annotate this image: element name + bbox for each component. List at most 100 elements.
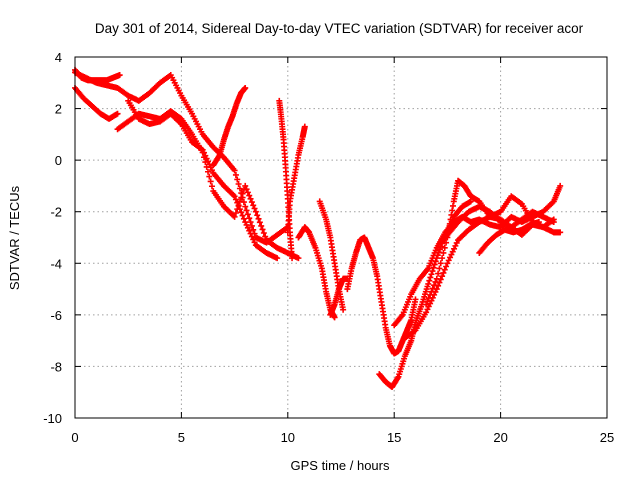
data-point — [234, 199, 241, 206]
data-point — [114, 110, 121, 117]
data-point — [425, 295, 432, 302]
data-point — [116, 72, 123, 79]
y-tick-label: -2 — [50, 205, 62, 220]
data-point — [557, 229, 564, 236]
data-point — [231, 167, 238, 174]
grid — [75, 57, 607, 418]
data-point — [238, 209, 245, 216]
data-point — [412, 296, 419, 303]
x-tick-label: 20 — [493, 430, 507, 445]
y-tick-label: -4 — [50, 256, 62, 271]
data-point — [244, 211, 251, 218]
y-tick-label: 2 — [55, 102, 62, 117]
data-point — [439, 255, 446, 262]
data-point — [235, 202, 242, 209]
data-point — [441, 244, 448, 251]
data-point — [239, 212, 246, 219]
data-point — [467, 198, 474, 205]
data-point — [232, 210, 239, 217]
data-point — [250, 202, 257, 209]
y-tick-label: -10 — [43, 411, 62, 426]
data-point — [429, 285, 436, 292]
data-point — [423, 301, 430, 308]
data-point — [251, 205, 258, 212]
data-point — [207, 178, 214, 185]
data-point — [255, 215, 262, 222]
data-point — [427, 291, 434, 298]
data-point — [248, 199, 255, 206]
data-point — [240, 215, 247, 222]
data-point — [236, 185, 243, 192]
data-point — [247, 219, 254, 226]
chart-title: Day 301 of 2014, Sidereal Day-to-day VTE… — [95, 21, 584, 36]
data-point — [235, 180, 242, 187]
data-point — [295, 255, 302, 262]
data-point — [208, 183, 215, 190]
data-points — [72, 66, 564, 391]
y-tick-label: 0 — [55, 153, 62, 168]
data-point — [242, 203, 249, 210]
data-point — [239, 190, 246, 197]
data-point — [247, 195, 254, 202]
data-point — [436, 265, 443, 272]
data-point — [248, 222, 255, 229]
data-point — [206, 173, 213, 180]
x-axis-title: GPS time / hours — [291, 458, 390, 473]
y-tick-labels: -10 -8 -6 -4 -2 0 2 4 — [43, 50, 62, 426]
data-point — [425, 280, 432, 287]
y-tick-label: -8 — [50, 359, 62, 374]
data-point — [424, 298, 431, 305]
x-tick-label: 25 — [600, 430, 614, 445]
data-point — [439, 273, 446, 280]
data-point — [431, 282, 438, 289]
data-point — [433, 275, 440, 282]
data-point — [274, 255, 281, 262]
x-tick-label: 5 — [178, 430, 185, 445]
data-point — [232, 196, 239, 203]
y-tick-label: -6 — [50, 308, 62, 323]
data-point — [252, 208, 259, 215]
data-point — [340, 306, 347, 313]
data-point — [331, 314, 338, 321]
y-tick-label: 4 — [55, 50, 62, 65]
data-point — [205, 168, 211, 175]
data-point — [232, 171, 239, 178]
data-point — [231, 193, 238, 200]
data-point — [258, 222, 265, 229]
data-point — [535, 219, 542, 226]
data-point — [244, 189, 251, 196]
plot-frame — [74, 56, 608, 419]
data-point — [254, 212, 261, 219]
data-point — [443, 263, 450, 270]
x-tick-label: 15 — [387, 430, 401, 445]
data-point — [250, 226, 257, 233]
data-point — [431, 261, 438, 268]
axis-ticks — [74, 56, 608, 419]
data-point — [427, 274, 434, 281]
data-point — [243, 207, 250, 214]
data-point — [289, 255, 296, 262]
y-axis-title: SDTVAR / TECUs — [7, 185, 22, 290]
data-point — [246, 192, 253, 199]
data-point — [243, 186, 250, 193]
data-point — [426, 277, 433, 284]
data-point — [344, 275, 351, 282]
x-tick-label: 10 — [281, 430, 295, 445]
data-point — [238, 194, 245, 201]
data-point — [440, 249, 447, 256]
data-point — [259, 226, 266, 233]
data-point — [234, 176, 241, 183]
data-point — [437, 260, 444, 267]
data-point — [435, 270, 442, 277]
data-point — [436, 246, 443, 253]
data-point — [260, 229, 267, 236]
data-point — [557, 182, 564, 189]
data-point — [242, 182, 249, 189]
x-tick-labels: 0 5 10 15 20 25 — [71, 430, 614, 445]
data-point — [301, 123, 308, 130]
data-point — [432, 278, 439, 285]
data-point — [429, 268, 436, 275]
data-point — [428, 271, 435, 278]
data-point — [428, 288, 435, 295]
